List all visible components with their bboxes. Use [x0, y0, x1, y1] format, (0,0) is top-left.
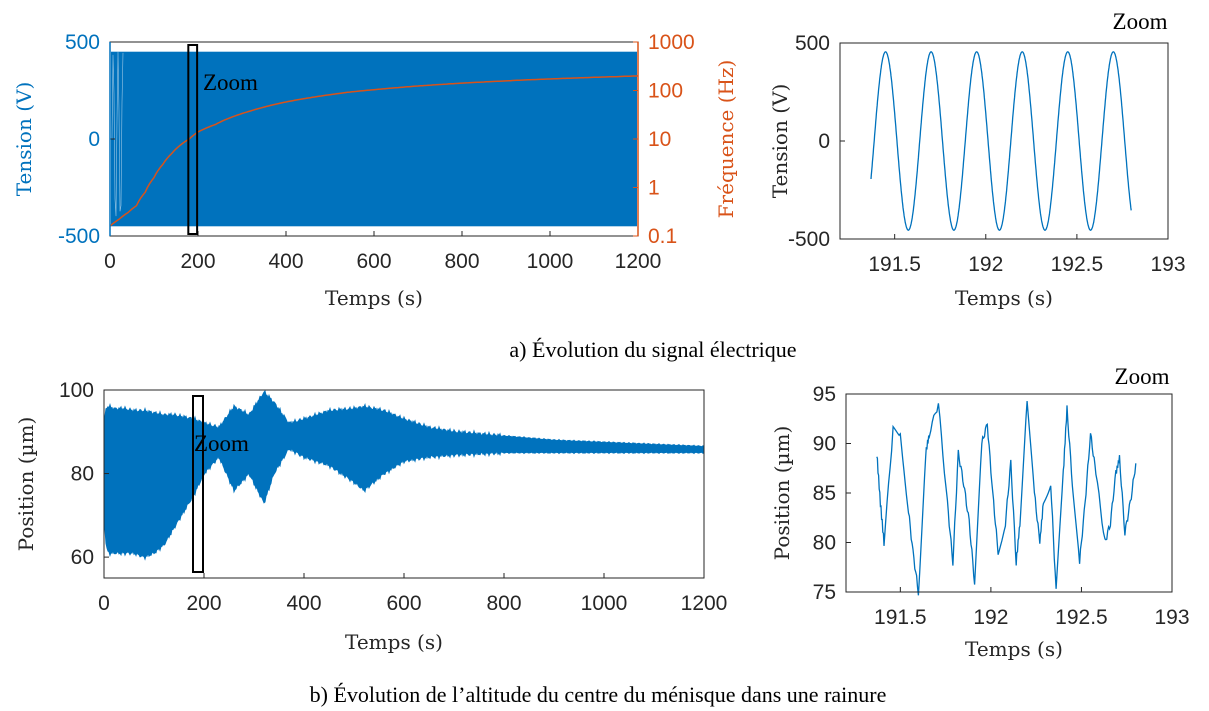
x-tick-label: 800: [486, 592, 521, 615]
y-tick-label: 95: [813, 383, 836, 406]
plot-area: [840, 43, 1168, 239]
y-tick-label: 0: [818, 130, 830, 153]
x-tick-label: 200: [186, 592, 221, 615]
y2-tick-label: 10: [648, 128, 671, 151]
x-tick-label: 192: [973, 606, 1008, 629]
zoom-box: [192, 395, 204, 573]
position-zoom-signal-group: [876, 400, 1137, 596]
chart-b-main: 0 200 400 600 800 1000 1200 60 80 100 Zoom Temps…: [14, 379, 727, 654]
plot-area: [846, 394, 1172, 592]
x-axis-label: Temps (s): [965, 637, 1063, 661]
x-tick-label: 800: [444, 250, 479, 273]
x-tick-label: 0: [98, 592, 110, 615]
y-tick-label: 500: [65, 31, 100, 54]
x-tick-label: 192: [968, 253, 1003, 276]
y2-tick-label: 100: [648, 80, 683, 103]
zoom-annotation: Zoom: [203, 70, 258, 95]
x-tick-group: 191.5 192 192.5 193: [868, 234, 1186, 276]
x-tick-label: 1000: [581, 592, 628, 615]
caption-b: b) Évolution de l’altitude du centre du …: [310, 682, 887, 707]
y-axis-label: Position (µm): [14, 417, 38, 552]
x-tick-label: 193: [1150, 253, 1185, 276]
y-tick-group: 75 80 85 90 95: [813, 383, 851, 604]
x-tick-group: 191.5 192 192.5 193: [874, 587, 1190, 629]
y-tick-group: -500 0 500: [58, 31, 115, 248]
zoom-box: [187, 44, 199, 235]
y2-tick-label: 0.1: [648, 225, 677, 248]
y2-tick-label: 1000: [648, 31, 695, 54]
x-tick-label: 0: [104, 250, 116, 273]
y-tick-group: 60 80 100: [59, 379, 109, 569]
x-tick-label: 1000: [527, 250, 574, 273]
y-axis-label: Tension (V): [768, 84, 792, 199]
x-tick-label: 191.5: [874, 606, 927, 629]
zoom-annotation: Zoom: [194, 431, 249, 456]
y2-axis-label: Fréquence (Hz): [714, 60, 738, 219]
y-tick-label: -500: [788, 228, 830, 251]
x-tick-label: 1200: [681, 592, 728, 615]
x-tick-label: 191.5: [868, 253, 921, 276]
x-tick-label: 400: [286, 592, 321, 615]
voltage-signal-group: [111, 51, 637, 227]
x-tick-group: 0 200 400 600 800 1000 1200: [98, 573, 727, 615]
chart-title: Zoom: [1113, 9, 1168, 34]
x-axis-label: Temps (s): [955, 286, 1053, 310]
y-tick-label: 80: [813, 532, 836, 555]
y-tick-label: 80: [71, 463, 94, 486]
x-tick-label: 600: [356, 250, 391, 273]
y-tick-group: -500 0 500: [788, 32, 845, 251]
x-tick-label: 193: [1154, 606, 1189, 629]
y-axis-label: Tension (V): [12, 82, 36, 197]
y-tick-label: 75: [813, 581, 836, 604]
chart-b-zoom: 191.5 192 192.5 193 75 80 85 90 95 Zoom Temps (…: [770, 364, 1190, 661]
x-tick-label: 400: [268, 250, 303, 273]
y-tick-label: 500: [795, 32, 830, 55]
voltage-signal-band: [111, 51, 637, 227]
y2-tick-label: 1: [648, 177, 660, 200]
y-tick-label: 100: [59, 379, 94, 402]
voltage-signal-start: [111, 51, 124, 217]
y-tick-label: 90: [813, 433, 836, 456]
y-tick-label: 60: [71, 546, 94, 569]
voltage-zoom-signal-group: [870, 51, 1132, 231]
caption-a: a) Évolution du signal électrique: [509, 337, 796, 362]
x-axis-label: Temps (s): [325, 286, 423, 310]
y-tick-label: 0: [88, 128, 100, 151]
y-tick-label: 85: [813, 482, 836, 505]
x-tick-label: 192.5: [1051, 253, 1104, 276]
x-axis-label: Temps (s): [345, 630, 443, 654]
y-tick-label: -500: [58, 225, 100, 248]
voltage-zoom-line: [870, 51, 1132, 231]
x-tick-label: 600: [386, 592, 421, 615]
position-zoom-line: [876, 400, 1137, 596]
y-axis-label: Position (µm): [770, 426, 794, 561]
chart-a-zoom: 191.5 192 192.5 193 -500 0 500 Zoom Temps (s)…: [768, 9, 1186, 310]
x-tick-label: 1200: [615, 250, 662, 273]
y2-tick-group: 0.1 1 10 100 1000: [109, 31, 695, 248]
x-tick-label: 200: [180, 250, 215, 273]
x-tick-label: 192.5: [1055, 606, 1108, 629]
x-tick-group: 0 200 400 600 800 1000 1200: [104, 231, 661, 273]
chart-title: Zoom: [1115, 364, 1170, 389]
